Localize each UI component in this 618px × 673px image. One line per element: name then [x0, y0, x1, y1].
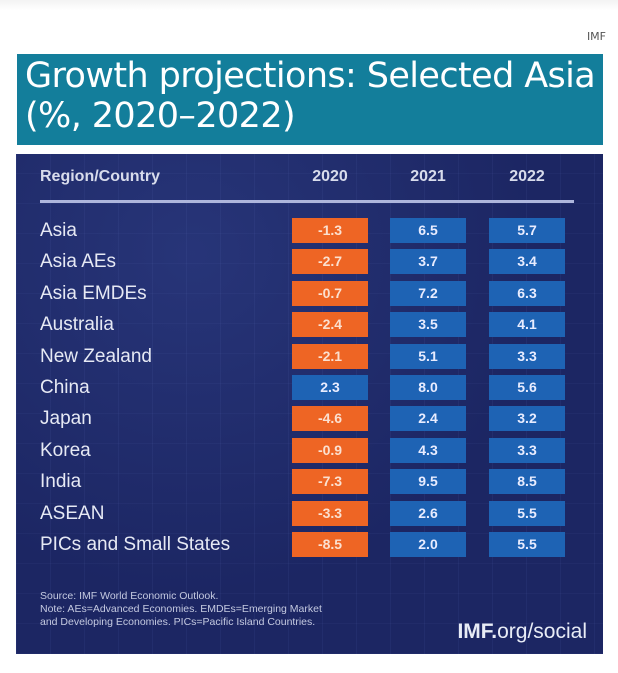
value-cell-2020: -2.1: [292, 343, 368, 369]
value-cell-2022: 6.3: [489, 280, 565, 306]
brand-bold: IMF.: [457, 620, 498, 643]
value-cell-2020: -2.7: [292, 249, 368, 275]
growth-table-panel: Region/Country 2020 2021 2022 Asia -1.3 6.…: [16, 154, 603, 654]
table-row: PICs and Small States -8.5 2.0 5.5: [16, 532, 603, 557]
header-divider: [40, 200, 574, 203]
abbrev-note-1: Note: AEs=Advanced Economies. EMDEs=Emer…: [40, 603, 322, 615]
row-label: Asia: [40, 220, 77, 241]
row-label: PICs and Small States: [40, 534, 231, 555]
row-label: Asia EMDEs: [40, 282, 147, 304]
table-row: India -7.3 9.5 8.5: [16, 469, 603, 495]
table-row: ASEAN -3.3 2.6 5.5: [16, 500, 603, 526]
row-label: India: [40, 471, 82, 493]
row-label: Asia AEs: [40, 251, 117, 273]
header-region: Region/Country: [40, 168, 160, 185]
value-cell-2020: -0.7: [292, 280, 368, 306]
header-2020: 2020: [312, 168, 348, 185]
value-cell-2020: -3.3: [292, 500, 368, 526]
header-2021: 2021: [410, 168, 446, 185]
value-cell-2021: 5.1: [390, 343, 466, 369]
value-cell-2022: 3.3: [489, 343, 565, 369]
row-label: China: [40, 377, 90, 398]
row-label: New Zealand: [40, 345, 152, 367]
value-cell-2022: 5.6: [489, 375, 565, 400]
footnotes: Source: IMF World Economic Outlook. Note…: [40, 590, 322, 629]
title-line-1: Growth projections: Selected Asia: [25, 56, 596, 96]
table-row: Asia EMDEs -0.7 7.2 6.3: [16, 280, 603, 306]
title-banner: Growth projections: Selected Asia (%, 20…: [17, 54, 603, 145]
table-row: China 2.3 8.0 5.6: [16, 375, 603, 400]
value-cell-2021: 3.7: [390, 249, 466, 275]
value-cell-2021: 8.0: [390, 375, 466, 400]
source-note: Source: IMF World Economic Outlook.: [40, 590, 219, 602]
value-cell-2020: -1.3: [292, 218, 368, 243]
value-cell-2022: 3.2: [489, 406, 565, 432]
row-label: Japan: [40, 408, 92, 430]
table-row: Asia -1.3 6.5 5.7: [16, 218, 603, 243]
imf-social-logo: IMF.org/social: [457, 620, 587, 644]
page-title: Growth projections: Selected Asia (%, 20…: [25, 56, 596, 136]
row-label: ASEAN: [40, 502, 105, 524]
value-cell-2022: 8.5: [489, 469, 565, 495]
brand-rest: org/social: [497, 620, 587, 643]
value-cell-2022: 3.4: [489, 249, 565, 275]
header-2022: 2022: [509, 168, 545, 185]
table-row: Japan -4.6 2.4 3.2: [16, 406, 603, 432]
value-cell-2022: 5.5: [489, 532, 565, 557]
value-cell-2021: 7.2: [390, 280, 466, 306]
value-cell-2022: 5.7: [489, 218, 565, 243]
source-tag: IMF: [586, 30, 606, 43]
table-row: Australia -2.4 3.5 4.1: [16, 312, 603, 338]
title-line-2: (%, 2020–2022): [25, 96, 296, 136]
abbrev-note-2: and Developing Economies. PICs=Pacific I…: [40, 616, 316, 628]
value-cell-2022: 5.5: [489, 500, 565, 526]
value-cell-2020: -0.9: [292, 437, 368, 463]
value-cell-2021: 2.4: [390, 406, 466, 432]
value-cell-2021: 2.6: [390, 500, 466, 526]
value-cell-2022: 4.1: [489, 312, 565, 338]
value-cell-2020: -2.4: [292, 312, 368, 338]
value-cell-2020: 2.3: [292, 375, 368, 400]
table-row: Asia AEs -2.7 3.7 3.4: [16, 249, 603, 275]
value-cell-2022: 3.3: [489, 437, 565, 463]
value-cell-2020: -8.5: [292, 532, 368, 557]
value-cell-2021: 2.0: [390, 532, 466, 557]
top-edge: [0, 0, 618, 10]
table-row: Korea -0.9 4.3 3.3: [16, 437, 603, 463]
row-label: Korea: [40, 439, 91, 461]
value-cell-2021: 9.5: [390, 469, 466, 495]
value-cell-2021: 4.3: [390, 437, 466, 463]
value-cell-2021: 6.5: [390, 218, 466, 243]
value-cell-2020: -4.6: [292, 406, 368, 432]
row-label: Australia: [40, 314, 114, 336]
value-cell-2021: 3.5: [390, 312, 466, 338]
value-cell-2020: -7.3: [292, 469, 368, 495]
table-row: New Zealand -2.1 5.1 3.3: [16, 343, 603, 369]
